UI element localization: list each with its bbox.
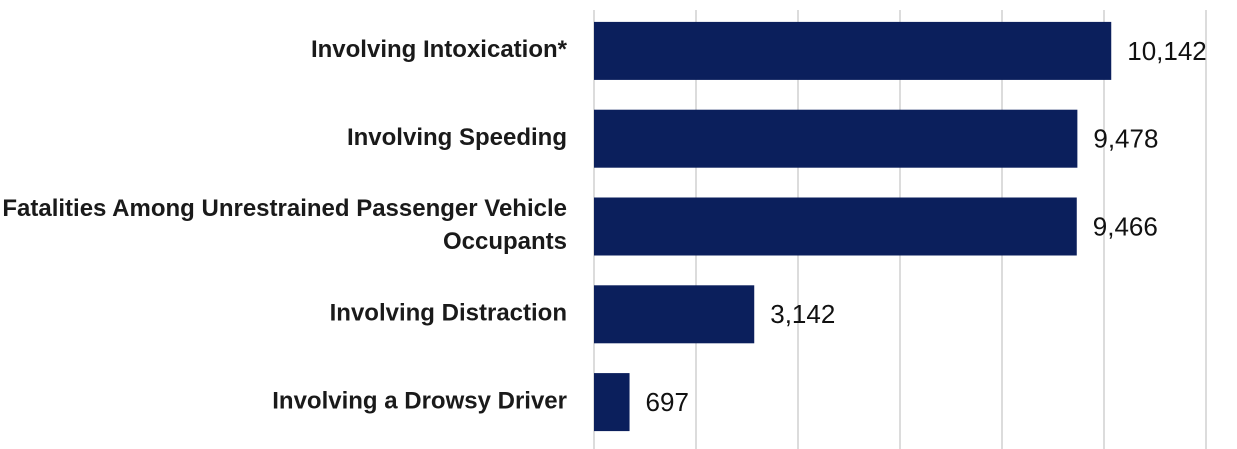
category-label-line: Occupants [443,228,567,255]
bar [594,21,1112,80]
bar [594,373,630,432]
bar [594,197,1077,256]
value-label: 3,142 [770,299,835,329]
value-label: 697 [646,387,689,417]
category-label: Involving Intoxication* [311,36,568,63]
bar [594,109,1078,168]
bar [594,285,755,344]
category-label: Fatalities Among Unrestrained Passenger … [2,195,567,255]
value-label: 10,142 [1127,36,1207,66]
category-label-line: Fatalities Among Unrestrained Passenger … [2,195,567,222]
category-label: Involving Speeding [347,124,567,151]
value-label: 9,466 [1093,211,1158,241]
value-label: 9,478 [1093,124,1158,154]
category-label: Involving Distraction [330,300,567,327]
category-label: Involving a Drowsy Driver [272,387,567,414]
